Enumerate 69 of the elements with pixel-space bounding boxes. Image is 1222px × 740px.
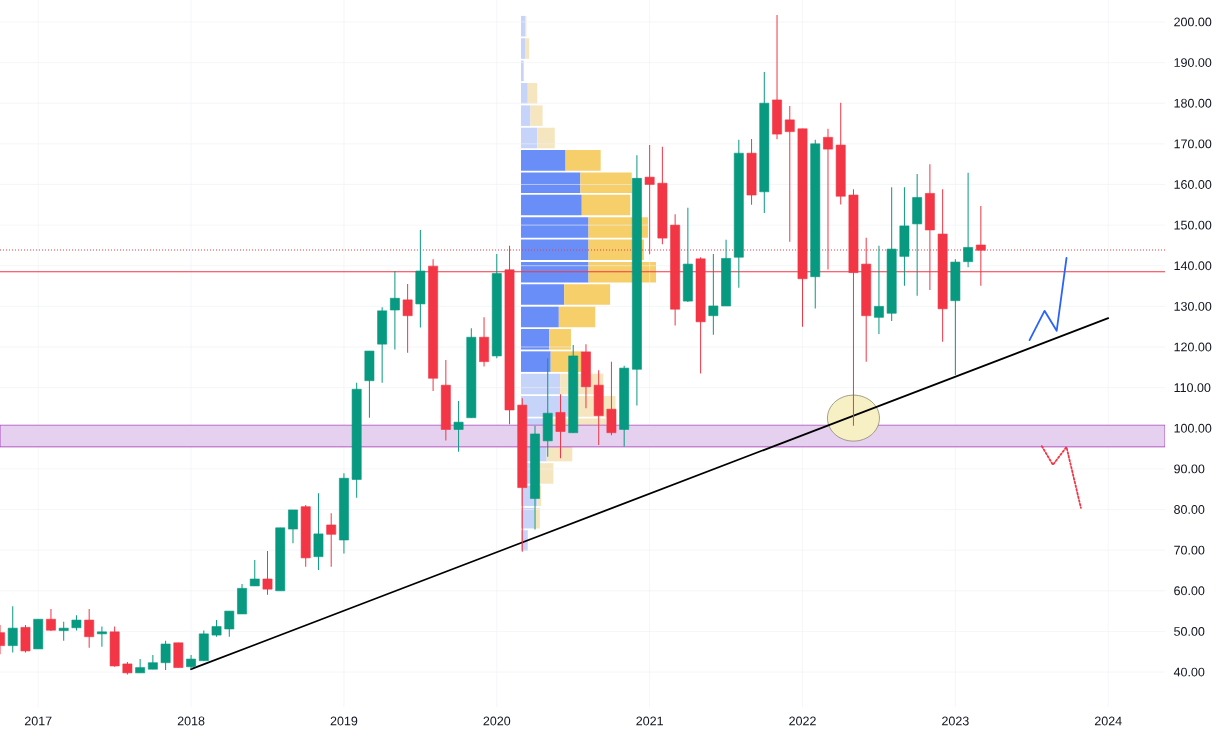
y-tick-label: 60.00 bbox=[1174, 586, 1205, 596]
candlestick bbox=[874, 245, 884, 335]
y-tick-label: 70.00 bbox=[1174, 545, 1205, 555]
bar bbox=[564, 284, 611, 305]
bar bbox=[521, 105, 531, 126]
x-tick-label: 2019 bbox=[330, 716, 358, 726]
bar bbox=[537, 127, 555, 149]
y-tick-label: 160.00 bbox=[1174, 180, 1212, 189]
bar bbox=[521, 239, 589, 261]
y-tick-label: 120.00 bbox=[1174, 342, 1212, 352]
y-tick-label: 110.00 bbox=[1174, 383, 1211, 393]
bar bbox=[525, 38, 530, 59]
candlestick bbox=[262, 550, 273, 596]
bar bbox=[581, 194, 631, 216]
candlestick bbox=[708, 253, 719, 336]
x-tick-label: 2024 bbox=[1094, 716, 1122, 726]
candlestick bbox=[7, 605, 18, 654]
bar bbox=[521, 38, 526, 59]
bar bbox=[521, 217, 589, 238]
candlestick bbox=[224, 610, 235, 638]
x-tick-label: 2023 bbox=[942, 716, 969, 726]
bar bbox=[530, 105, 543, 126]
x-tick-label: 2022 bbox=[789, 716, 816, 726]
y-tick-label: 140.00 bbox=[1174, 261, 1212, 271]
y-tick-label: 180.00 bbox=[1174, 98, 1212, 108]
candlestick bbox=[606, 361, 617, 436]
x-tick-label: 2017 bbox=[24, 716, 52, 726]
y-tick-label: 50.00 bbox=[1174, 627, 1205, 636]
y-tick-label: 80.00 bbox=[1174, 505, 1205, 514]
line-series bbox=[1040, 445, 1082, 509]
bar bbox=[521, 127, 538, 149]
y-tick-label: 130.00 bbox=[1174, 301, 1212, 311]
y-tick-label: 90.00 bbox=[1174, 464, 1205, 474]
y-tick-label: 190.00 bbox=[1174, 58, 1212, 67]
candlestick bbox=[402, 283, 413, 354]
y-tick-label: 150.00 bbox=[1174, 220, 1212, 230]
y-tick-label: 40.00 bbox=[1173, 667, 1205, 677]
bar bbox=[521, 194, 582, 216]
bar bbox=[527, 82, 538, 104]
candlestick bbox=[20, 624, 31, 654]
y-tick-label: 200.00 bbox=[1174, 17, 1212, 27]
x-tick-label: 2020 bbox=[483, 716, 511, 726]
candlestick bbox=[147, 654, 158, 670]
candlestick bbox=[784, 105, 795, 243]
line-series bbox=[1028, 257, 1068, 341]
bar bbox=[521, 60, 524, 82]
bar bbox=[521, 82, 528, 104]
x-tick-label: 2021 bbox=[636, 716, 663, 726]
candlestick bbox=[644, 144, 655, 255]
candlestick bbox=[135, 658, 146, 674]
x-tick-label: 2018 bbox=[177, 716, 205, 726]
candlestick bbox=[97, 626, 107, 648]
candlestick bbox=[249, 559, 260, 587]
candlestick bbox=[390, 270, 400, 350]
candlestick bbox=[453, 400, 464, 453]
y-tick-label: 170.00 bbox=[1174, 139, 1212, 149]
y-tick-label: 100.00 bbox=[1174, 423, 1212, 433]
candlestick bbox=[288, 509, 298, 544]
candlestick bbox=[313, 492, 324, 571]
candlestick bbox=[326, 512, 337, 568]
bar bbox=[521, 284, 565, 305]
bar bbox=[521, 306, 559, 328]
candlestick bbox=[555, 393, 566, 459]
candlestick bbox=[58, 621, 69, 642]
candlestick bbox=[963, 172, 973, 268]
bar bbox=[558, 306, 596, 328]
candlestick bbox=[84, 608, 95, 649]
bar bbox=[521, 373, 561, 395]
candlestick bbox=[160, 640, 171, 671]
